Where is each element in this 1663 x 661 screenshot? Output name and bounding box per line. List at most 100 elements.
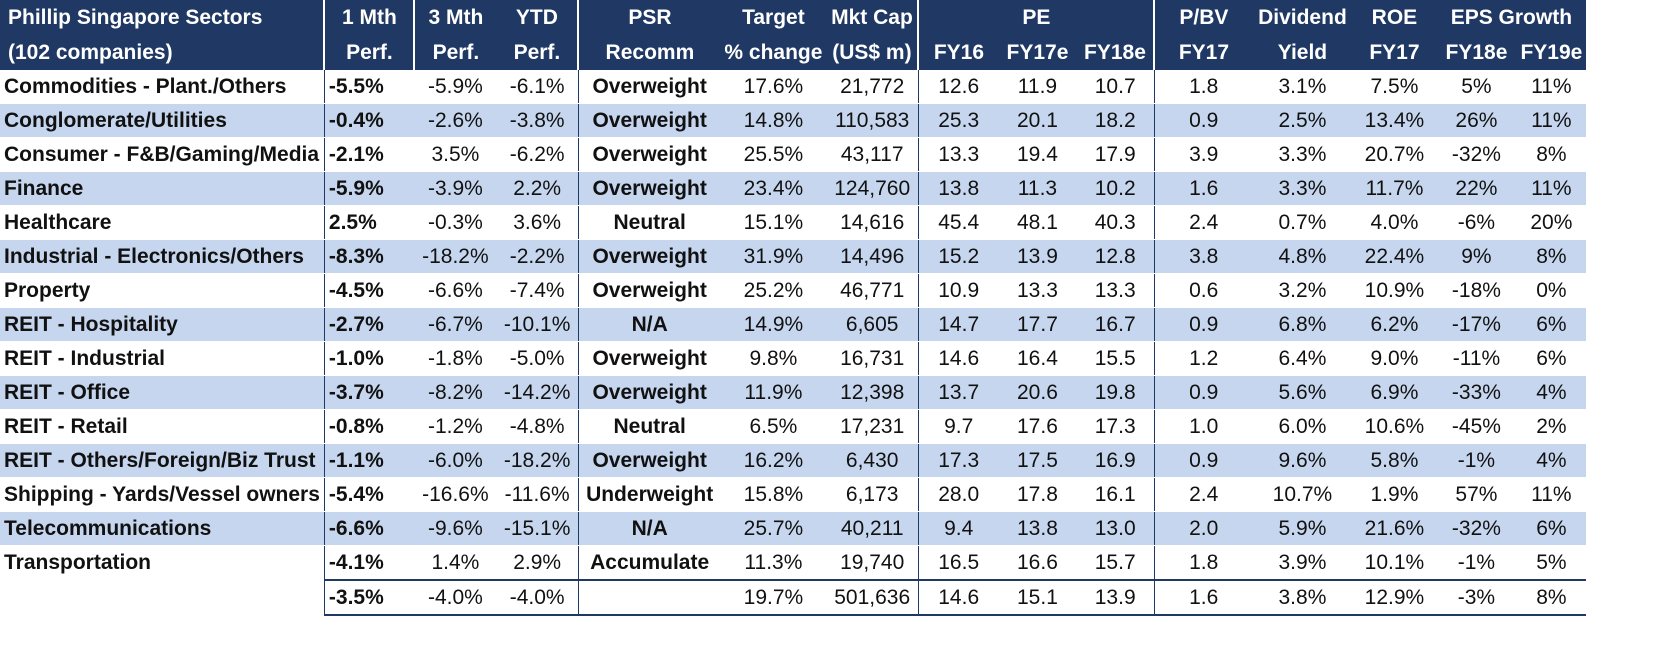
mkt-cap-cell: 110,583	[826, 103, 919, 138]
target-change-cell: 11.9%	[720, 375, 827, 410]
psr-recomm-total-cell	[577, 579, 721, 616]
roe-fy17-cell: 20.7%	[1352, 137, 1437, 172]
perf-ytd-cell: -4.8%	[496, 409, 579, 444]
sector-name-cell: Shipping - Yards/Vessel owners	[0, 477, 325, 512]
pe-fy17e-cell: 17.7	[998, 307, 1077, 342]
dividend-yield-cell: 0.7%	[1252, 205, 1353, 240]
perf-3mth-cell: -6.6%	[414, 273, 497, 308]
header-1mth-perf: Perf.	[324, 35, 416, 70]
table-row: Consumer - F&B/Gaming/Media -2.1% 3.5% -6.2…	[0, 137, 1587, 172]
pbv-fy17-cell: 2.4	[1153, 477, 1253, 512]
eps-fy18e-cell: -11%	[1436, 341, 1517, 376]
header-target: Target	[720, 0, 827, 35]
pbv-fy17-cell: 0.9	[1153, 307, 1253, 342]
eps-fy18e-cell: 26%	[1436, 103, 1517, 138]
header-pe-fy16: FY16	[918, 35, 999, 70]
perf-3mth-cell: -18.2%	[414, 239, 497, 274]
sector-name-cell: Conglomerate/Utilities	[0, 103, 325, 138]
eps-fy18e-cell: 9%	[1436, 239, 1517, 274]
roe-fy17-cell: 13.4%	[1352, 103, 1437, 138]
perf-ytd-cell: -6.2%	[496, 137, 579, 172]
roe-fy17-cell: 10.9%	[1352, 273, 1437, 308]
pe-fy18e-cell: 18.2	[1076, 103, 1155, 138]
sector-name-cell: Finance	[0, 171, 325, 206]
mkt-cap-cell: 21,772	[826, 70, 919, 104]
mkt-cap-cell: 6,605	[826, 307, 919, 342]
perf-ytd-cell: -11.6%	[496, 477, 579, 512]
eps-fy19e-cell: 6%	[1516, 341, 1587, 376]
perf-1mth-cell: -4.5%	[323, 273, 415, 308]
perf-1mth-cell: -1.0%	[323, 341, 415, 376]
eps-fy18e-cell: -6%	[1436, 205, 1517, 240]
pe-fy18e-cell: 40.3	[1076, 205, 1155, 240]
roe-fy17-cell: 6.2%	[1352, 307, 1437, 342]
table-row: Conglomerate/Utilities -0.4% -2.6% -3.8% Ove…	[0, 103, 1587, 138]
eps-fy19e-cell: 0%	[1516, 273, 1587, 308]
pe-fy16-cell: 45.4	[917, 205, 999, 240]
table-row: Telecommunications -6.6% -9.6% -15.1% N/A 25.…	[0, 511, 1587, 546]
perf-3mth-total-cell: -4.0%	[414, 579, 497, 616]
perf-ytd-cell: -15.1%	[496, 511, 579, 546]
roe-fy17-cell: 11.7%	[1352, 171, 1437, 206]
perf-3mth-cell: -9.6%	[414, 511, 497, 546]
pe-fy17e-cell: 48.1	[998, 205, 1077, 240]
pbv-fy17-cell: 3.8	[1153, 239, 1253, 274]
eps-fy18e-cell: 22%	[1436, 171, 1517, 206]
pe-fy17e-cell: 11.3	[998, 171, 1077, 206]
table-row: REIT - Office -3.7% -8.2% -14.2% Overweight 1…	[0, 375, 1587, 410]
pe-fy17e-cell: 13.8	[998, 511, 1077, 546]
header-3mth: 3 Mth	[414, 0, 497, 35]
eps-fy18e-cell: -18%	[1436, 273, 1517, 308]
pe-fy17e-total-cell: 15.1	[998, 579, 1077, 616]
table-row: Commodities - Plant./Others -5.5% -5.9% -6.…	[0, 70, 1587, 104]
dividend-yield-total-cell: 3.8%	[1252, 579, 1353, 616]
header-row-2: (102 companies) Perf. Perf. Perf. Recomm…	[0, 35, 1587, 70]
pe-fy18e-cell: 16.1	[1076, 477, 1155, 512]
perf-ytd-cell: -5.0%	[496, 341, 579, 376]
mkt-cap-cell: 14,496	[826, 239, 919, 274]
pe-fy17e-cell: 17.5	[998, 443, 1077, 478]
roe-fy17-cell: 9.0%	[1352, 341, 1437, 376]
header-roe-fy17: FY17	[1352, 35, 1437, 70]
perf-ytd-cell: 2.9%	[496, 545, 579, 581]
roe-fy17-cell: 7.5%	[1352, 70, 1437, 104]
roe-fy17-cell: 5.8%	[1352, 443, 1437, 478]
perf-3mth-cell: -1.8%	[414, 341, 497, 376]
header-dividend: Dividend	[1252, 0, 1353, 35]
pbv-fy17-cell: 2.0	[1153, 511, 1253, 546]
perf-1mth-cell: -1.1%	[323, 443, 415, 478]
pe-fy17e-cell: 11.9	[998, 70, 1077, 104]
perf-ytd-cell: -2.2%	[496, 239, 579, 274]
pe-fy16-cell: 15.2	[917, 239, 999, 274]
eps-fy18e-cell: -1%	[1436, 545, 1517, 581]
table-row: Industrial - Electronics/Others -8.3% -18.…	[0, 239, 1587, 274]
header-ytd: YTD	[496, 0, 580, 35]
table-row: REIT - Retail -0.8% -1.2% -4.8% Neutral 6.5% 1…	[0, 409, 1587, 444]
perf-3mth-cell: -2.6%	[414, 103, 497, 138]
dividend-yield-cell: 6.4%	[1252, 341, 1353, 376]
table-row: Transportation -4.1% 1.4% 2.9% Accumulate 11.…	[0, 545, 1587, 581]
pbv-fy17-cell: 0.9	[1153, 375, 1253, 410]
perf-3mth-cell: -5.9%	[414, 70, 497, 104]
mkt-cap-total-cell: 501,636	[826, 579, 919, 616]
target-change-cell: 17.6%	[720, 70, 827, 104]
target-change-cell: 15.1%	[720, 205, 827, 240]
header-dividend-yield: Yield	[1252, 35, 1353, 70]
pbv-fy17-cell: 2.4	[1153, 205, 1253, 240]
pe-fy17e-cell: 20.6	[998, 375, 1077, 410]
pe-fy18e-cell: 16.9	[1076, 443, 1155, 478]
mkt-cap-cell: 19,740	[826, 545, 919, 581]
pe-fy17e-cell: 13.3	[998, 273, 1077, 308]
target-change-cell: 25.5%	[720, 137, 827, 172]
psr-recomm-cell: Overweight	[577, 443, 721, 478]
dividend-yield-cell: 3.3%	[1252, 137, 1353, 172]
psr-recomm-cell: Accumulate	[577, 545, 721, 581]
target-change-cell: 16.2%	[720, 443, 827, 478]
pe-fy16-cell: 17.3	[917, 443, 999, 478]
roe-fy17-cell: 22.4%	[1352, 239, 1437, 274]
pe-fy16-cell: 13.3	[917, 137, 999, 172]
perf-3mth-cell: -8.2%	[414, 375, 497, 410]
pbv-fy17-cell: 0.6	[1153, 273, 1253, 308]
pbv-fy17-cell: 0.9	[1153, 443, 1253, 478]
target-change-cell: 6.5%	[720, 409, 827, 444]
